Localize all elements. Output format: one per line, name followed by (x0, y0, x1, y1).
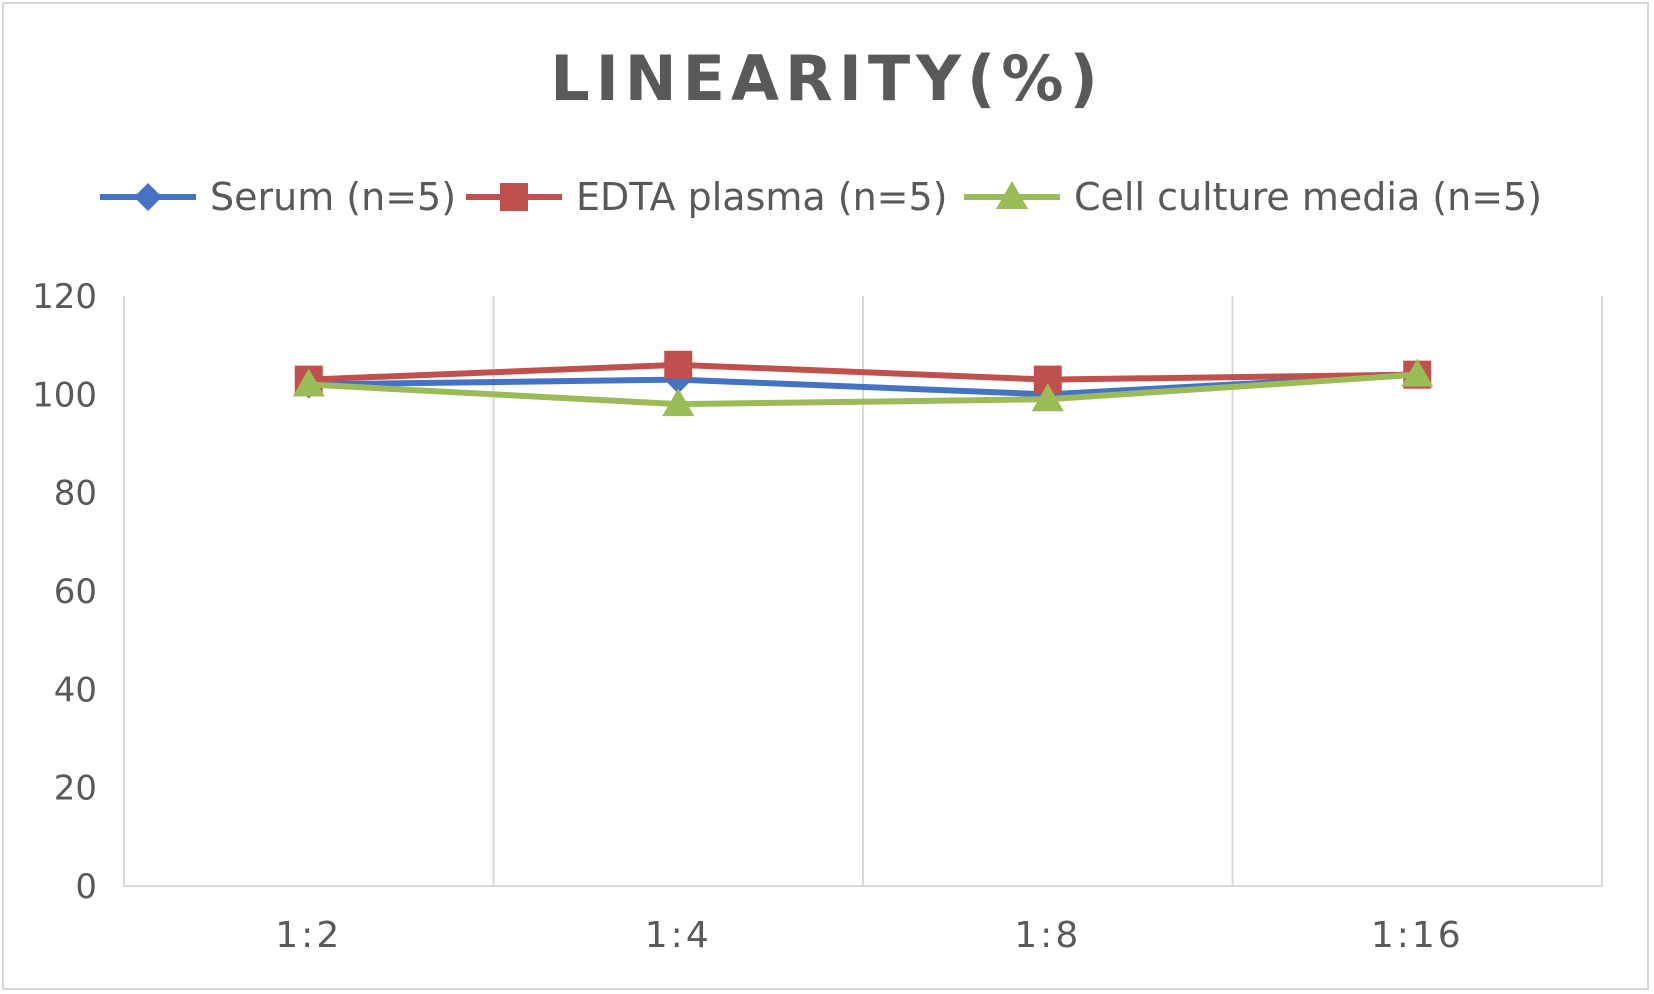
legend-item: Serum (n=5) (100, 175, 456, 219)
series-layer (292, 350, 1434, 417)
triangle-marker (996, 181, 1028, 209)
y-tick-label: 0 (75, 867, 97, 907)
y-axis: 0 20 40 60 80 100 120 (32, 277, 97, 907)
x-tick-label: 1:16 (1371, 915, 1464, 956)
x-axis: 1:2 1:4 1:8 1:16 (275, 915, 1464, 956)
chart-title: LINEARITY(%) (550, 42, 1104, 115)
legend: Serum (n=5) EDTA plasma (n=5) Cell culture… (100, 175, 1542, 219)
y-tick-label: 100 (32, 375, 97, 415)
series-line (308, 371, 1418, 408)
x-tick-label: 1:4 (645, 915, 712, 956)
triangle-marker (1031, 383, 1064, 412)
y-tick-label: 120 (32, 277, 97, 317)
x-tick-label: 1:8 (1014, 915, 1081, 956)
series-line (308, 361, 1418, 383)
legend-item: Cell culture media (n=5) (964, 175, 1542, 219)
y-tick-label: 80 (54, 474, 97, 514)
triangle-marker (1401, 358, 1434, 387)
legend-label: EDTA plasma (n=5) (576, 175, 948, 219)
square-marker (500, 183, 528, 211)
square-marker (664, 350, 693, 379)
x-tick-label: 1:2 (275, 915, 342, 956)
legend-label: Serum (n=5) (210, 175, 456, 219)
diamond-marker (134, 183, 162, 211)
triangle-marker (292, 368, 325, 397)
triangle-marker (662, 388, 695, 417)
y-tick-label: 20 (54, 769, 97, 809)
y-tick-label: 60 (54, 572, 97, 612)
legend-item: EDTA plasma (n=5) (466, 175, 948, 219)
series-2 (292, 358, 1434, 417)
legend-label: Cell culture media (n=5) (1074, 175, 1542, 219)
y-tick-label: 40 (54, 670, 97, 710)
